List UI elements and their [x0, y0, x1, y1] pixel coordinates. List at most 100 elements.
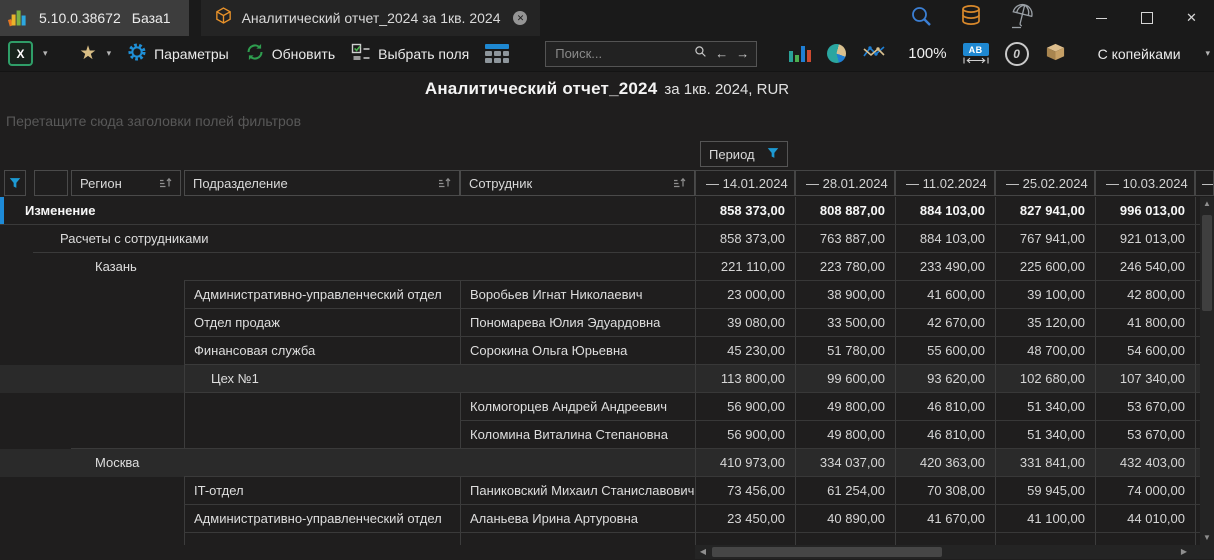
search-icon[interactable] [909, 4, 933, 33]
value-cell[interactable]: 996 013,00 [1095, 197, 1195, 225]
search-magnifier-icon[interactable] [694, 45, 707, 63]
period-column-header[interactable]: — 28.01.2024 [795, 170, 895, 196]
value-cell[interactable]: 808 887,00 [795, 197, 895, 225]
parameters-button[interactable]: Параметры [127, 42, 229, 65]
value-cell[interactable]: 53 670,00 [1095, 421, 1195, 449]
pivot-row[interactable]: Коломина Виталина Степановна56 900,0049 … [0, 421, 1214, 449]
pivot-row[interactable]: Финансовая службаСорокина Ольга Юрьевна4… [0, 337, 1214, 365]
horizontal-scrollbar[interactable]: ◀ ▶ [695, 545, 1214, 559]
scroll-left-icon[interactable]: ◀ [696, 545, 710, 559]
pivot-row[interactable]: Цех №1113 800,0099 600,0093 620,00102 68… [0, 365, 1214, 393]
row-filter-button[interactable] [4, 170, 26, 196]
sort-icon[interactable] [438, 176, 451, 191]
value-cell[interactable]: 921 013,00 [1095, 225, 1195, 253]
pivot-row[interactable]: Казань221 110,00223 780,00233 490,00225 … [0, 253, 1214, 281]
chevron-down-icon[interactable]: ▾ [107, 48, 112, 59]
value-cell[interactable]: 39 080,00 [695, 309, 795, 337]
value-cell[interactable]: 884 103,00 [895, 225, 995, 253]
value-cell[interactable] [1095, 533, 1195, 545]
vertical-scrollbar[interactable]: ▲ ▼ [1200, 197, 1214, 545]
value-cell[interactable]: 827 941,00 [995, 197, 1095, 225]
sort-icon[interactable] [673, 176, 686, 191]
grid-view-button[interactable] [485, 44, 509, 63]
value-cell[interactable]: 54 600,00 [1095, 337, 1195, 365]
value-cell[interactable]: 51 340,00 [995, 421, 1095, 449]
value-cell[interactable]: 420 363,00 [895, 449, 995, 477]
value-cell[interactable]: 410 973,00 [695, 449, 795, 477]
value-cell[interactable]: 107 340,00 [1095, 365, 1195, 393]
value-cell[interactable]: 93 620,00 [895, 365, 995, 393]
value-cell[interactable]: 46 810,00 [895, 393, 995, 421]
pivot-row[interactable]: Отдел продажПономарева Юлия Эдуардовна39… [0, 309, 1214, 337]
value-cell[interactable]: 33 500,00 [795, 309, 895, 337]
value-cell[interactable]: 38 900,00 [795, 281, 895, 309]
scroll-up-icon[interactable]: ▲ [1200, 197, 1214, 211]
value-cell[interactable]: 48 700,00 [995, 337, 1095, 365]
hide-zeros-button[interactable]: 0 [1005, 42, 1029, 66]
period-column-header[interactable]: — 14.01.2024 [695, 170, 795, 196]
pivot-row[interactable] [0, 533, 1214, 545]
value-cell[interactable]: 858 373,00 [695, 225, 795, 253]
value-cell[interactable]: 41 800,00 [1095, 309, 1195, 337]
value-cell[interactable]: 44 010,00 [1095, 505, 1195, 533]
value-cell[interactable]: 99 600,00 [795, 365, 895, 393]
value-cell[interactable]: 45 230,00 [695, 337, 795, 365]
value-cell[interactable] [795, 533, 895, 545]
value-cell[interactable]: 41 670,00 [895, 505, 995, 533]
period-column-header[interactable]: — 11.02.2024 [895, 170, 995, 196]
pivot-row[interactable]: Колмогорцев Андрей Андреевич56 900,0049 … [0, 393, 1214, 421]
value-cell[interactable]: 49 800,00 [795, 421, 895, 449]
pivot-row[interactable]: Административно-управленческий отделАлан… [0, 505, 1214, 533]
scroll-down-icon[interactable]: ▼ [1200, 531, 1214, 545]
value-cell[interactable]: 39 100,00 [995, 281, 1095, 309]
value-cell[interactable]: 221 110,00 [695, 253, 795, 281]
value-cell[interactable]: 23 450,00 [695, 505, 795, 533]
value-cell[interactable]: 35 120,00 [995, 309, 1095, 337]
bar-chart-button[interactable] [789, 45, 811, 62]
value-cell[interactable]: 102 680,00 [995, 365, 1095, 393]
period-column-header-partial[interactable]: — [1195, 170, 1214, 196]
value-cell[interactable]: 233 490,00 [895, 253, 995, 281]
value-cell[interactable]: 858 373,00 [695, 197, 795, 225]
horizontal-scroll-thumb[interactable] [712, 547, 942, 557]
value-cell[interactable]: 73 456,00 [695, 477, 795, 505]
value-cell[interactable]: 113 800,00 [695, 365, 795, 393]
expand-column-header[interactable] [34, 170, 68, 196]
value-cell[interactable]: 51 780,00 [795, 337, 895, 365]
filter-funnel-icon[interactable] [767, 147, 779, 162]
value-cell[interactable]: 56 900,00 [695, 393, 795, 421]
search-box[interactable]: ← → [545, 41, 757, 67]
value-cell[interactable]: 223 780,00 [795, 253, 895, 281]
value-cell[interactable]: 41 600,00 [895, 281, 995, 309]
zoom-level[interactable]: 100% [908, 45, 946, 62]
close-button[interactable]: ✕ [1169, 0, 1214, 36]
value-cell[interactable]: 55 600,00 [895, 337, 995, 365]
maximize-button[interactable] [1124, 0, 1169, 36]
value-cell[interactable]: 42 800,00 [1095, 281, 1195, 309]
value-cell[interactable]: 41 100,00 [995, 505, 1095, 533]
value-cell[interactable]: 46 810,00 [895, 421, 995, 449]
value-cell[interactable]: 70 308,00 [895, 477, 995, 505]
value-cell[interactable]: 432 403,00 [1095, 449, 1195, 477]
department-column-header[interactable]: Подразделение [184, 170, 460, 196]
pivot-row[interactable]: Расчеты с сотрудниками858 373,00763 887,… [0, 225, 1214, 253]
currency-mode-dropdown[interactable]: С копейками ▾ [1098, 46, 1210, 62]
value-cell[interactable]: 225 600,00 [995, 253, 1095, 281]
fit-column-width-button[interactable]: AB [963, 43, 989, 64]
value-cell[interactable]: 246 540,00 [1095, 253, 1195, 281]
value-cell[interactable]: 74 000,00 [1095, 477, 1195, 505]
period-field-button[interactable]: Период [700, 141, 788, 167]
employee-column-header[interactable]: Сотрудник [460, 170, 695, 196]
tab-close-icon[interactable]: ✕ [513, 11, 527, 25]
package-button[interactable] [1045, 42, 1066, 65]
value-cell[interactable]: 53 670,00 [1095, 393, 1195, 421]
pivot-row[interactable]: Москва410 973,00334 037,00420 363,00331 … [0, 449, 1214, 477]
value-cell[interactable] [695, 533, 795, 545]
pivot-row[interactable]: IT-отделПаниковский Михаил Станиславович… [0, 477, 1214, 505]
database-icon[interactable] [960, 4, 982, 33]
export-excel-button[interactable]: X ▾ [8, 41, 48, 66]
value-cell[interactable] [895, 533, 995, 545]
value-cell[interactable]: 40 890,00 [795, 505, 895, 533]
pivot-row[interactable]: Изменение858 373,00808 887,00884 103,008… [0, 197, 1214, 225]
region-column-header[interactable]: Регион [71, 170, 181, 196]
